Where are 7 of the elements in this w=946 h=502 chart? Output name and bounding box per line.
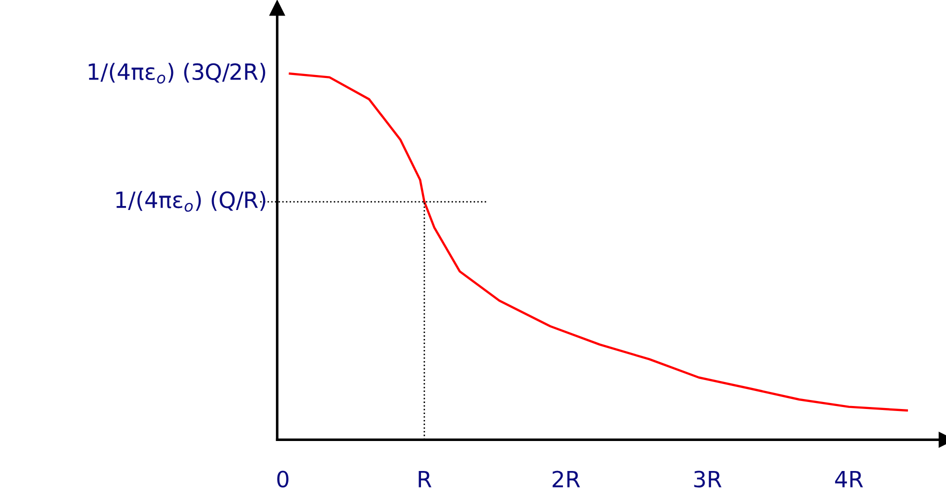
ref-line-label: 1/(4πε$_{o}$) (Q/R) — [116, 191, 266, 212]
text: 1/(4πε$_{o}$) (3Q/2R) — [88, 62, 266, 84]
x-tick-label: R — [418, 470, 432, 488]
x-tick-label: 0 — [277, 470, 288, 488]
x-tick-label: 3R — [694, 470, 722, 488]
x-tick-label: 2R — [552, 470, 580, 488]
x-tick-label: 4R — [835, 470, 863, 488]
